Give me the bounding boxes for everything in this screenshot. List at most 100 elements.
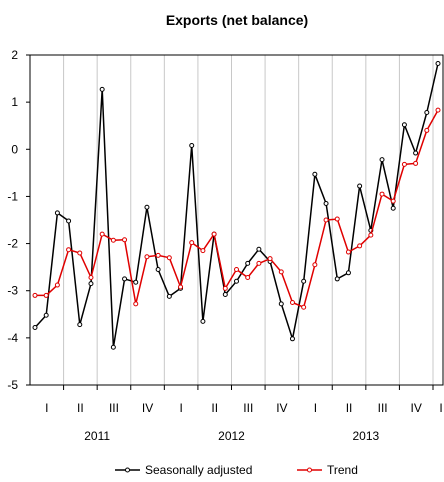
series-point [110, 344, 116, 350]
x-tick-label: I [314, 401, 317, 415]
series-point [289, 336, 295, 342]
series-point [278, 301, 284, 307]
y-tick-label: -3 [7, 284, 18, 298]
series-point [334, 216, 340, 222]
series-point [32, 324, 38, 330]
series-line [34, 63, 439, 349]
series-point [379, 157, 385, 163]
y-axis: 2 1 0 -1 -2 -3 -4 -5 [7, 48, 30, 392]
series-point [401, 122, 407, 128]
x-tick-label: I [439, 401, 442, 415]
series-point [323, 201, 329, 206]
series-point [99, 231, 105, 237]
series-point [390, 198, 396, 204]
series-point [256, 246, 262, 252]
legend-label: Trend [327, 463, 358, 477]
series-point [99, 86, 105, 92]
series-point [178, 284, 184, 290]
series-point [77, 250, 83, 256]
series-point [133, 301, 139, 307]
series-point [77, 322, 83, 328]
series-point [312, 171, 318, 177]
series-point [278, 269, 284, 275]
series-point [301, 304, 307, 310]
series-point [222, 291, 228, 297]
series-point [424, 127, 430, 133]
series-point [66, 218, 72, 224]
series-point [234, 278, 239, 284]
series-point [144, 204, 150, 210]
series-point [189, 240, 195, 246]
series-point [32, 292, 38, 298]
series-point [234, 267, 239, 272]
series-point [43, 292, 49, 298]
series-point [54, 210, 60, 216]
series-point [88, 281, 94, 287]
series-point [155, 252, 161, 258]
series-point [401, 161, 407, 167]
plot-frame [29, 54, 444, 386]
series-point [155, 267, 161, 272]
series-point [256, 260, 262, 266]
series-point [413, 160, 419, 166]
x-year-label: 2013 [352, 429, 379, 443]
y-tick-label: -4 [7, 331, 18, 345]
x-tick-label: IV [411, 401, 422, 415]
series-point [66, 247, 72, 253]
y-tick-label: -2 [7, 237, 18, 251]
series-point [413, 150, 419, 156]
series-point [267, 256, 273, 262]
x-tick-label: IV [142, 401, 153, 415]
series-point [200, 248, 206, 254]
series-point [122, 276, 128, 282]
series-point [43, 312, 49, 318]
x-tick-label: II [77, 401, 84, 415]
y-tick-label: 2 [11, 48, 18, 62]
x-tick-label: I [45, 401, 48, 415]
series-point [245, 275, 251, 281]
series-point [88, 275, 94, 281]
series-point [289, 300, 295, 305]
y-tick-label: -1 [7, 189, 18, 203]
series-point [301, 278, 307, 284]
series-point [222, 285, 228, 291]
y-tick-label: 0 [11, 142, 18, 156]
x-tick-label: IV [276, 401, 287, 415]
series-point [345, 249, 351, 255]
series-point [133, 279, 139, 285]
y-tick-label: 1 [11, 95, 18, 109]
series-point [379, 191, 385, 197]
x-tick-label: I [179, 401, 182, 415]
legend-marker [307, 467, 312, 473]
chart-title: Exports (net balance) [166, 12, 308, 28]
y-tick-label: -5 [7, 378, 18, 392]
series-point [144, 254, 150, 260]
series [32, 60, 441, 350]
series-point [368, 232, 374, 238]
series-point [189, 143, 195, 149]
x-year-label: 2011 [84, 429, 110, 443]
x-tick-label: II [211, 401, 218, 415]
x-tick-label: III [109, 401, 119, 415]
series-point [435, 60, 441, 66]
series-point [54, 282, 60, 288]
series-point [245, 260, 251, 266]
series-point [122, 237, 128, 243]
series-point [211, 231, 217, 237]
x-year-label: 2012 [218, 429, 245, 443]
series-point [200, 318, 206, 324]
series-point [435, 107, 441, 113]
legend: Seasonally adjusted Trend [115, 463, 358, 477]
x-tick-label: II [346, 401, 353, 415]
series-point [424, 110, 430, 116]
legend-marker [125, 467, 130, 473]
x-tick-label: III [243, 401, 253, 415]
series-point [357, 183, 363, 189]
x-tick-label: III [378, 401, 388, 415]
series-point [312, 262, 318, 268]
series-point [323, 217, 329, 223]
series-point [166, 255, 172, 261]
series-point [345, 270, 351, 276]
